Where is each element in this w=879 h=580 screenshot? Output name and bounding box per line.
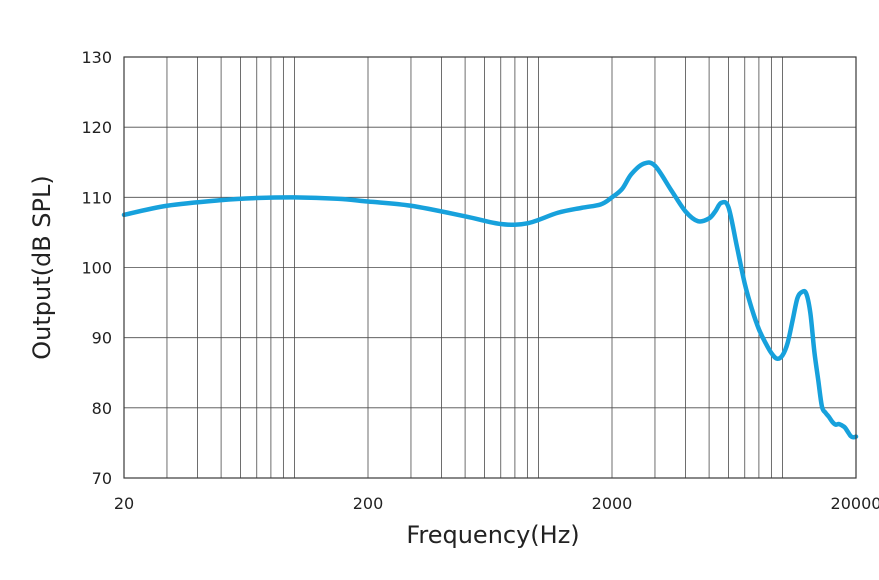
x-axis-label: Frequency(Hz) xyxy=(406,521,579,549)
plot-frame xyxy=(123,56,857,479)
y-tick-label: 120 xyxy=(81,118,112,137)
y-axis-label: Output(dB SPL) xyxy=(28,175,56,360)
frequency-response-line xyxy=(121,160,859,440)
y-tick-label: 110 xyxy=(81,188,112,207)
grid xyxy=(124,57,856,478)
y-tick-labels: 70 80 90 100 110 120 130 xyxy=(81,48,112,488)
x-tick-label: 20 xyxy=(114,494,134,513)
x-tick-label: 20000 xyxy=(831,494,879,513)
x-tick-labels: 20 200 2000 20000 xyxy=(114,494,879,513)
series-layer xyxy=(121,160,859,440)
y-tick-label: 130 xyxy=(81,48,112,67)
y-tick-label: 70 xyxy=(92,469,112,488)
y-tick-label: 90 xyxy=(92,329,112,348)
y-tick-label: 100 xyxy=(81,259,112,278)
y-tick-label: 80 xyxy=(92,399,112,418)
x-tick-label: 200 xyxy=(353,494,384,513)
x-tick-label: 2000 xyxy=(592,494,633,513)
